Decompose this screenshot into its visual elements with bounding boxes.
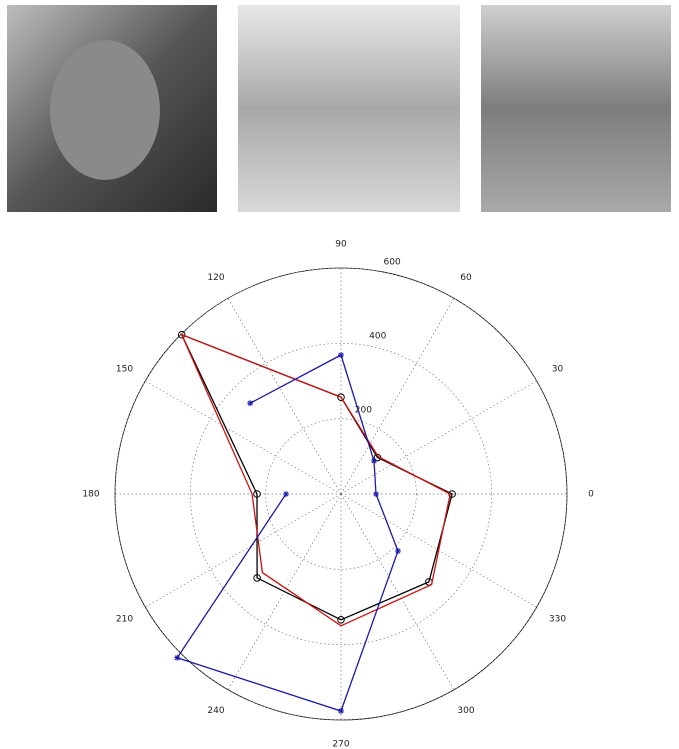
grid-circle — [189, 342, 493, 646]
series-line — [180, 333, 453, 621]
theta-tick-label: 330 — [549, 615, 566, 625]
marker — [247, 400, 254, 407]
theta-tick-label: 300 — [457, 706, 474, 716]
photo-sofa — [238, 5, 460, 212]
grid-spoke — [340, 298, 455, 495]
marker — [253, 574, 261, 582]
theta-tick-label: 150 — [116, 365, 133, 375]
theta-tick-label: 30 — [552, 365, 564, 375]
grid-circle — [265, 418, 417, 570]
marker — [174, 654, 181, 661]
r-tick-label: 200 — [355, 406, 372, 416]
series-line — [176, 354, 399, 712]
theta-tick-label: 90 — [335, 240, 347, 250]
theta-tick-label: 120 — [207, 273, 224, 283]
grid-spoke — [145, 380, 342, 495]
marker — [337, 393, 345, 401]
marker — [394, 547, 401, 554]
marker — [338, 352, 344, 359]
grid-spoke — [145, 493, 342, 608]
photo-face-shape — [50, 40, 160, 180]
marker — [373, 491, 380, 497]
series-line — [180, 333, 451, 627]
marker — [337, 616, 345, 624]
marker — [177, 330, 186, 339]
marker — [253, 490, 261, 498]
theta-tick-label: 60 — [460, 273, 472, 283]
marker — [371, 457, 378, 464]
grid-spoke — [340, 380, 537, 495]
grid-spoke — [340, 493, 455, 690]
grid-spoke — [227, 298, 342, 495]
grid-circle — [114, 267, 568, 721]
photo-sofa-noisy — [481, 5, 671, 212]
marker — [338, 707, 344, 714]
theta-tick-label: 180 — [82, 490, 99, 500]
r-tick-label: 600 — [384, 258, 401, 268]
theta-tick-label: 240 — [207, 706, 224, 716]
theta-tick-label: 210 — [116, 615, 133, 625]
r-tick-label: 400 — [369, 332, 386, 342]
polar-plot: 200 400 600 0 30 60 90 120 150 180 210 240 270 300 330 — [82, 240, 594, 749]
marker — [283, 491, 290, 497]
theta-tick-label: 270 — [332, 740, 349, 749]
theta-tick-label: 0 — [588, 490, 594, 500]
